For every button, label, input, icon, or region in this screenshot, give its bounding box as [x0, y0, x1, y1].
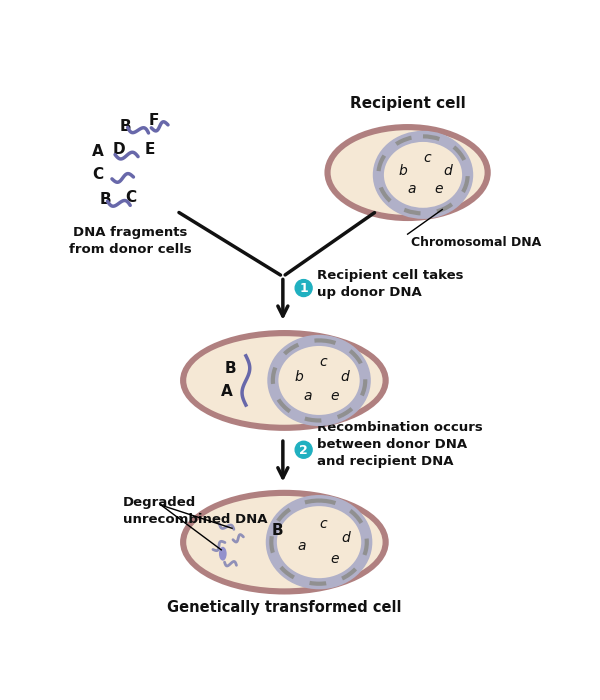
Text: D: D: [113, 142, 125, 157]
Text: d: d: [443, 164, 452, 178]
Ellipse shape: [180, 490, 389, 594]
Text: c: c: [423, 151, 431, 165]
Ellipse shape: [186, 496, 383, 588]
Text: 2: 2: [299, 444, 308, 456]
Text: e: e: [330, 552, 338, 566]
Ellipse shape: [219, 547, 227, 561]
Text: F: F: [148, 113, 158, 129]
Circle shape: [295, 279, 312, 297]
Text: C: C: [125, 190, 136, 206]
Text: A: A: [92, 144, 104, 160]
Text: Genetically transformed cell: Genetically transformed cell: [167, 600, 401, 615]
Ellipse shape: [325, 124, 491, 221]
Text: 1: 1: [299, 282, 308, 295]
Text: d: d: [341, 531, 350, 545]
Text: A: A: [221, 384, 233, 400]
Text: a: a: [298, 539, 307, 553]
Text: a: a: [303, 389, 312, 403]
Text: e: e: [330, 389, 338, 403]
Circle shape: [295, 441, 312, 458]
Text: a: a: [407, 182, 416, 196]
Text: d: d: [340, 370, 349, 384]
Text: c: c: [319, 517, 327, 531]
Text: Chromosomal DNA: Chromosomal DNA: [412, 237, 542, 249]
Text: b: b: [295, 370, 304, 384]
Text: c: c: [319, 355, 327, 369]
Ellipse shape: [186, 336, 383, 425]
Text: Recombination occurs
between donor DNA
and recipient DNA: Recombination occurs between donor DNA a…: [317, 421, 482, 468]
Ellipse shape: [180, 330, 389, 431]
Text: B: B: [119, 119, 131, 134]
Text: b: b: [398, 164, 407, 178]
Text: B: B: [224, 361, 236, 377]
Text: e: e: [434, 182, 443, 196]
Ellipse shape: [331, 130, 485, 215]
Text: B: B: [272, 523, 283, 538]
Text: Recipient cell: Recipient cell: [350, 95, 466, 111]
Text: C: C: [92, 167, 104, 183]
Text: DNA fragments
from donor cells: DNA fragments from donor cells: [69, 227, 192, 256]
Text: B: B: [100, 192, 112, 207]
Text: Recipient cell takes
up donor DNA: Recipient cell takes up donor DNA: [317, 270, 463, 299]
Text: Degraded
unrecombined DNA: Degraded unrecombined DNA: [123, 496, 267, 526]
Text: E: E: [145, 142, 155, 157]
